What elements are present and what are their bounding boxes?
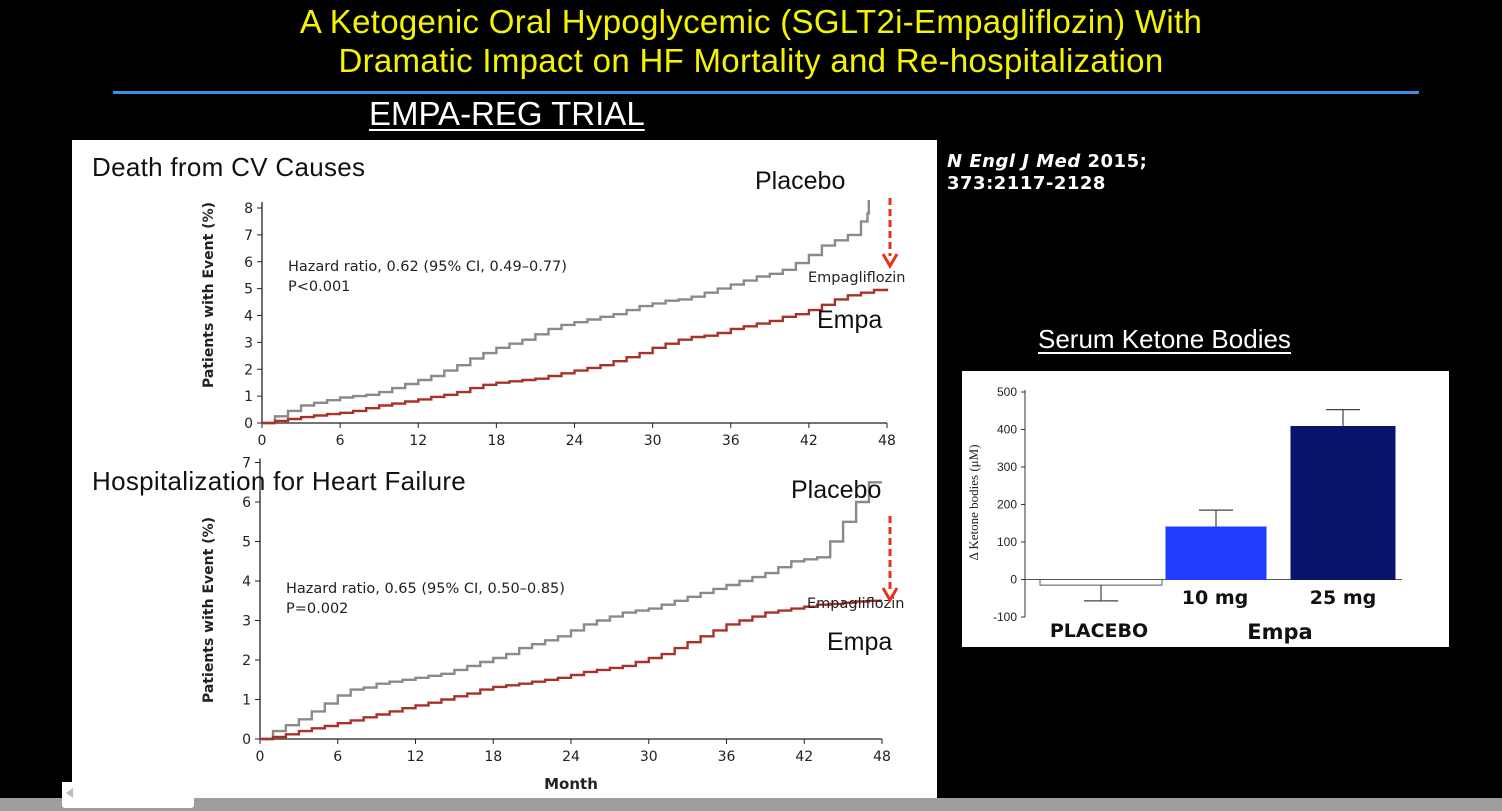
- y-tick-label: 8: [244, 201, 253, 217]
- y-tick-label: 2: [242, 653, 251, 669]
- ketone-bar-chart: -100 0 100 200 300 400 500 Δ Ketone bodies (μM)…: [966, 385, 1402, 644]
- y-tick-label: 5: [244, 282, 253, 298]
- citation-year: 2015;: [1080, 151, 1148, 172]
- y-tick-label: 500: [997, 385, 1017, 399]
- y-tick-label: 5: [242, 535, 251, 551]
- p-value-text: P<0.001: [288, 279, 350, 295]
- x-tick-label: 48: [878, 433, 896, 449]
- y-tick-label: 1: [244, 389, 253, 405]
- y-tick-label: 6: [242, 495, 251, 511]
- y-tick-label: 6: [244, 255, 253, 271]
- y-tick-label: 400: [997, 423, 1017, 437]
- red-arrow-head-icon: [881, 587, 899, 603]
- y-tick-label: 7: [242, 456, 251, 472]
- y-tick-label: 0: [1010, 573, 1017, 587]
- p-value-text: P=0.002: [286, 601, 348, 617]
- chart1-title: Death from CV Causes: [92, 152, 366, 182]
- y-tick-label: 0: [242, 732, 251, 748]
- x-tick-label: 12: [407, 749, 425, 765]
- bottom-strip: [0, 798, 1502, 811]
- back-arrow-icon: [66, 788, 73, 798]
- x-tick-label: 18: [484, 749, 502, 765]
- y-axis-label: Patients with Event (%): [201, 202, 217, 388]
- x-tick-label: 18: [487, 433, 505, 449]
- x-tick-label: 6: [336, 433, 345, 449]
- x-tick-label: 36: [722, 433, 740, 449]
- ketone-chart-title: Serum Ketone Bodies: [1038, 324, 1291, 354]
- y-tick-label: 2: [244, 362, 253, 378]
- slide-title: A Ketogenic Oral Hypoglycemic (SGLT2i-Em…: [0, 2, 1502, 80]
- x-tick-label: 24: [562, 749, 580, 765]
- placebo-label: Placebo: [755, 167, 845, 195]
- x-axis-label: Month: [544, 775, 598, 793]
- citation: N Engl J Med 2015; 373:2117-2128: [947, 151, 1147, 195]
- slide-title-line2: Dramatic Impact on HF Mortality and Re-h…: [338, 42, 1164, 79]
- group-label-empa: Empa: [1247, 620, 1312, 644]
- x-tick-label: 0: [258, 433, 267, 449]
- title-divider: [113, 91, 1419, 94]
- y-tick-label: 100: [997, 535, 1017, 549]
- placebo-label: Placebo: [791, 476, 881, 504]
- chart2-title: Hospitalization for Heart Failure: [92, 466, 467, 496]
- y-tick-label: -100: [993, 610, 1017, 624]
- empagliflozin-series-line: [262, 288, 889, 425]
- citation-pages: 373:2117-2128: [947, 173, 1106, 194]
- category-label-placebo: PLACEBO: [1050, 620, 1148, 642]
- km-charts-panel: [72, 140, 937, 800]
- x-tick-label: 30: [640, 749, 658, 765]
- slide-nav-tab[interactable]: [62, 782, 194, 808]
- bar-10-mg: [1165, 526, 1267, 580]
- empa-label: Empa: [817, 306, 882, 334]
- y-tick-label: 200: [997, 498, 1017, 512]
- category-label-10mg: 10 mg: [1182, 587, 1248, 609]
- trial-subtitle: EMPA-REG TRIAL: [369, 95, 645, 132]
- y-tick-label: 1: [242, 693, 251, 709]
- y-tick-label: 4: [244, 309, 253, 325]
- x-tick-label: 42: [800, 433, 818, 449]
- red-arrow-head-icon: [881, 253, 899, 269]
- empa-label: Empa: [827, 628, 892, 656]
- empagliflozin-label: Empagliflozin: [807, 596, 904, 612]
- citation-journal: N Engl J Med: [947, 151, 1081, 172]
- x-tick-label: 36: [718, 749, 736, 765]
- x-tick-label: 12: [409, 433, 427, 449]
- x-tick-label: 48: [873, 749, 891, 765]
- bar-placebo: [1039, 579, 1163, 586]
- bar-25-mg: [1290, 426, 1396, 580]
- y-tick-label: 3: [242, 614, 251, 630]
- empagliflozin-series-line: [260, 599, 882, 741]
- slide-title-line1: A Ketogenic Oral Hypoglycemic (SGLT2i-Em…: [299, 3, 1203, 40]
- y-tick-label: 7: [244, 228, 253, 244]
- ketone-plot: -100 0 100 200 300 400 500 Δ Ketone bodies (μM)…: [966, 385, 1402, 644]
- hazard-ratio-text: Hazard ratio, 0.65 (95% CI, 0.50–0.85): [286, 581, 565, 597]
- category-label-25mg: 25 mg: [1310, 587, 1376, 609]
- x-tick-label: 6: [333, 749, 342, 765]
- hazard-ratio-text: Hazard ratio, 0.62 (95% CI, 0.49–0.77): [288, 259, 567, 275]
- x-tick-label: 42: [795, 749, 813, 765]
- x-tick-label: 24: [566, 433, 584, 449]
- y-tick-label: 4: [242, 574, 251, 590]
- empagliflozin-label: Empagliflozin: [808, 270, 905, 286]
- x-tick-label: 30: [644, 433, 662, 449]
- y-tick-label: 0: [244, 416, 253, 432]
- y-axis-label: Patients with Event (%): [201, 517, 217, 703]
- y-axis-label: Δ Ketone bodies (μM): [966, 444, 981, 560]
- y-tick-label: 3: [244, 335, 253, 351]
- x-tick-label: 0: [256, 749, 265, 765]
- placebo-series-line: [262, 199, 870, 425]
- y-tick-label: 300: [997, 460, 1017, 474]
- placebo-series-line: [260, 481, 882, 741]
